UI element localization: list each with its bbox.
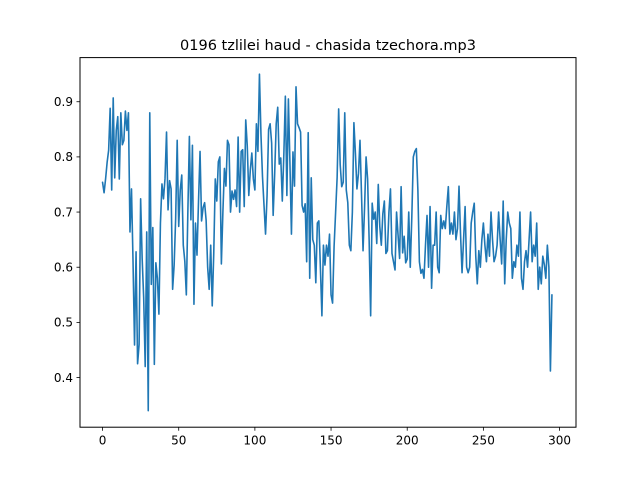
y-tick-label: 0.8 bbox=[54, 150, 73, 164]
x-tick-label: 50 bbox=[171, 434, 186, 448]
axes-frame bbox=[79, 57, 577, 428]
x-axis: 0 50 100 150 200 250 300 bbox=[99, 427, 571, 448]
y-tick-label: 0.5 bbox=[54, 316, 73, 330]
chart-title: 0196 tzlilei haud - chasida tzechora.mp3 bbox=[180, 38, 476, 54]
y-tick-label: 0.7 bbox=[54, 205, 73, 219]
y-tick-label: 0.6 bbox=[54, 261, 73, 275]
x-tick-label: 250 bbox=[472, 434, 495, 448]
y-tick-label: 0.9 bbox=[54, 95, 73, 109]
x-tick-label: 200 bbox=[396, 434, 419, 448]
x-tick-label: 150 bbox=[320, 434, 343, 448]
x-tick-label: 100 bbox=[243, 434, 266, 448]
x-tick-label: 300 bbox=[548, 434, 571, 448]
series-line-0 bbox=[101, 73, 553, 412]
y-axis: 0.4 0.5 0.6 0.7 0.8 0.9 bbox=[54, 95, 80, 385]
plot-area bbox=[101, 73, 553, 412]
y-tick-label: 0.4 bbox=[54, 371, 73, 385]
x-tick-label: 0 bbox=[99, 434, 107, 448]
